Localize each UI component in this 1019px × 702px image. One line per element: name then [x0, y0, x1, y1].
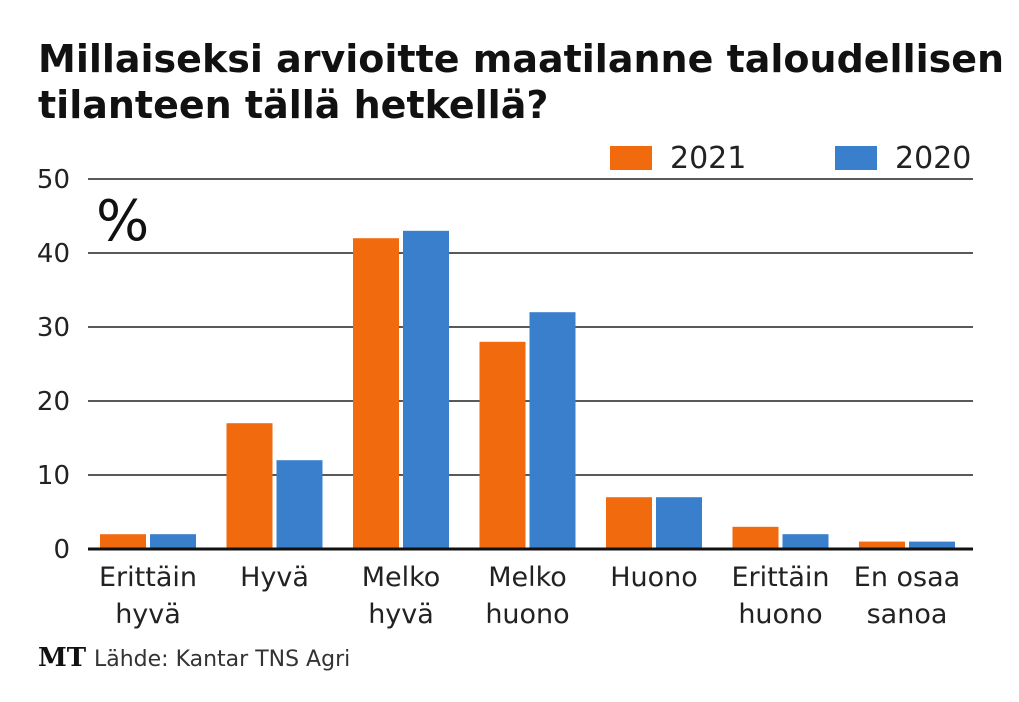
category-label: Erittäin — [99, 562, 197, 593]
category-label: Melko — [362, 562, 441, 593]
bar-2020-0 — [150, 534, 196, 549]
bar-2021-3 — [479, 341, 526, 549]
bar-2021-4 — [606, 497, 652, 549]
y-axis-ticks: 0 10 20 30 40 50 — [37, 165, 70, 565]
category-label: Erittäin — [732, 562, 830, 593]
bar-2020-4 — [656, 497, 702, 549]
mt-logo: MT — [38, 643, 87, 673]
bar-2021-6 — [859, 541, 905, 549]
chart-title-line-2: tilanteen tällä hetkellä? — [38, 83, 548, 127]
source-note: Lähde: Kantar TNS Agri — [94, 647, 350, 672]
y-tick-label: 40 — [37, 239, 70, 269]
bar-2020-2 — [403, 230, 449, 550]
bar-2021-2 — [353, 238, 399, 549]
chart-title-line-1: Millaiseksi arvioitte maatilanne taloude… — [38, 37, 1004, 81]
y-tick-label: 10 — [37, 461, 70, 491]
bar-2020-6 — [909, 541, 955, 549]
y-tick-label: 30 — [37, 313, 70, 343]
legend-label-2020: 2020 — [895, 141, 971, 176]
bar-2021-5 — [732, 526, 779, 549]
category-label: hyvä — [115, 599, 181, 630]
bar-2021-1 — [226, 423, 273, 549]
bar-2020-5 — [782, 534, 829, 549]
unit-label: % — [96, 189, 149, 254]
category-label: Melko — [488, 562, 567, 593]
y-tick-label: 20 — [37, 387, 70, 417]
legend-label-2021: 2021 — [670, 141, 746, 176]
y-tick-label: 0 — [53, 535, 70, 565]
legend: 2021 2020 — [610, 141, 971, 176]
category-label: huono — [485, 599, 569, 630]
bars — [100, 230, 955, 550]
category-label: hyvä — [368, 599, 434, 630]
bar-2020-3 — [529, 312, 576, 549]
category-labels: Erittäin hyvä Hyvä Melko hyvä Melko huono Huono… — [99, 562, 960, 630]
y-tick-label: 50 — [37, 165, 70, 195]
legend-swatch-2020 — [835, 146, 877, 170]
category-label: Huono — [610, 562, 698, 593]
category-label: En osaa — [854, 562, 960, 593]
category-label: Hyvä — [240, 562, 309, 593]
bar-2020-1 — [276, 460, 323, 549]
bar-2021-0 — [100, 534, 146, 549]
category-label: sanoa — [867, 599, 948, 630]
category-label: huono — [738, 599, 822, 630]
legend-swatch-2021 — [610, 146, 652, 170]
